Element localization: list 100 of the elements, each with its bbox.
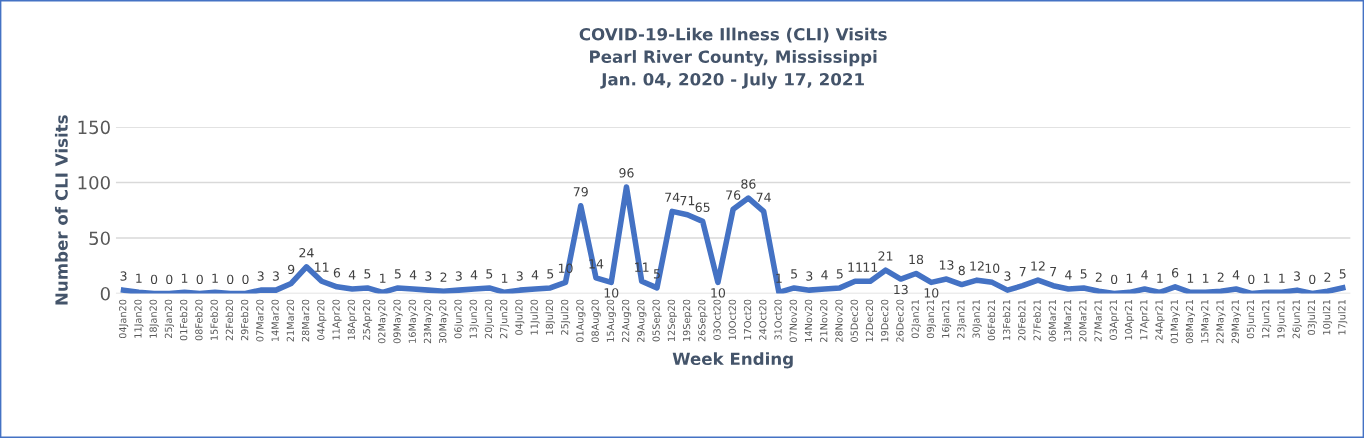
data-label: 7 [1050, 267, 1057, 277]
x-tick-label: 25Jan20 [164, 299, 174, 339]
x-tick-label: 02Jan21 [911, 299, 921, 339]
data-label: 18 [909, 254, 924, 265]
data-label: 4 [1065, 270, 1072, 280]
x-tick-label: 12Jun21 [1262, 299, 1272, 338]
data-label: 3 [257, 271, 264, 281]
x-tick-label: 07Mar20 [256, 299, 264, 342]
x-tick-label: 23May20 [423, 299, 434, 344]
data-label: 74 [665, 192, 680, 202]
x-tick-label: 04Apr20 [317, 299, 327, 340]
x-tick-label: 08Aug20 [591, 299, 601, 343]
x-tick-label: 30May20 [439, 299, 449, 344]
data-label: 4 [531, 270, 539, 280]
data-label: 3 [1294, 271, 1300, 281]
x-tick-label: 25Apr20 [362, 299, 373, 340]
data-label: 1 [1126, 273, 1133, 283]
x-tick-label: 11Jul20 [530, 299, 540, 335]
data-label: 11 [848, 262, 862, 272]
x-tick-label: 09Jan21 [926, 299, 936, 339]
data-label: 4 [1141, 270, 1148, 280]
data-label: 4 [821, 270, 828, 280]
x-tick-label: 06Feb21 [987, 299, 996, 341]
x-tick-label: 15May21 [1201, 299, 1211, 343]
data-label: 12 [970, 261, 984, 271]
x-tick-label: 19Dec20 [881, 299, 889, 342]
x-tick-label: 14Nov20 [804, 299, 813, 342]
y-axis-title: Number of CLI Visits [54, 115, 68, 305]
data-label: 3 [425, 271, 432, 281]
x-tick-label: 15Aug20 [606, 299, 616, 342]
data-label: 96 [619, 168, 634, 178]
data-label: 4 [470, 270, 478, 280]
x-tick-label: 17Jul21 [1338, 299, 1348, 335]
data-label: 8 [958, 265, 965, 276]
x-tick-label: 04Jan20 [119, 299, 129, 339]
x-tick-label: 13Jun20 [469, 299, 479, 338]
data-label: 3 [455, 271, 462, 281]
x-tick-label: 04Jul20 [515, 299, 525, 335]
x-tick-label: 28Mar20 [301, 299, 310, 342]
data-label: 2 [1324, 272, 1331, 282]
data-label: 10 [711, 288, 726, 298]
x-tick-label: 02May20 [378, 299, 388, 344]
x-tick-label: 12Dec20 [865, 299, 874, 342]
data-label: 3 [516, 271, 523, 281]
data-label: 12 [1031, 261, 1045, 271]
x-tick-label: 29Aug20 [637, 299, 647, 343]
data-label: 5 [1080, 269, 1087, 279]
x-tick-label: 18Jan20 [149, 299, 159, 338]
x-tick-label: 20Jun20 [484, 299, 494, 339]
data-label: 4 [348, 270, 356, 280]
x-tick-label: 31Oct20 [774, 299, 782, 340]
data-label: 3 [1004, 271, 1011, 281]
data-label: 1 [136, 273, 142, 283]
data-label: 5 [547, 269, 554, 279]
data-label: 6 [333, 267, 341, 278]
x-tick-label: 21Nov20 [820, 299, 828, 343]
data-label: 1 [1279, 273, 1285, 283]
data-label: 1 [212, 273, 218, 283]
data-label: 1 [380, 273, 386, 283]
data-label: 1 [501, 273, 508, 283]
x-tick-label: 09May20 [393, 299, 403, 344]
data-label: 4 [1232, 270, 1240, 280]
data-label: 6 [1172, 267, 1179, 278]
data-label: 10 [604, 288, 619, 298]
x-tick-label: 01Feb20 [179, 299, 188, 341]
x-tick-label: 16May20 [408, 299, 418, 343]
data-label: 5 [394, 269, 401, 279]
x-tick-label: 20Mar21 [1079, 299, 1087, 342]
x-tick-label: 19Jun21 [1277, 299, 1287, 338]
x-tick-label: 11Apr20 [332, 299, 342, 340]
x-tick-label: 24Apr21 [1155, 299, 1165, 340]
data-label: 13 [894, 284, 908, 295]
x-tick-label: 29Feb20 [240, 299, 249, 341]
data-label: 79 [573, 186, 588, 197]
data-label: 24 [299, 248, 314, 258]
y-tick-label: 100 [78, 175, 110, 190]
x-tick-label: 18Jul20 [545, 299, 555, 335]
x-tick-label: 21Mar20 [286, 299, 295, 342]
x-tick-label: 08Feb20 [195, 299, 203, 341]
x-tick-label: 03Jul21 [1307, 299, 1317, 335]
x-tick-label: 30Jan21 [972, 299, 982, 338]
x-tick-label: 06Mar21 [1048, 299, 1057, 342]
x-tick-label: 17Oct20 [743, 299, 752, 340]
x-tick-label: 16Jan21 [941, 299, 952, 338]
data-label: 1 [1157, 273, 1163, 283]
x-tick-label: 10Oct20 [728, 299, 736, 340]
x-tick-label: 13Feb21 [1002, 299, 1011, 340]
x-tick-label: 08May21 [1185, 299, 1196, 344]
data-label: 3 [806, 271, 813, 281]
x-tick-label: 26Jun21 [1292, 299, 1302, 339]
x-tick-label: 24Oct20 [759, 299, 767, 340]
x-tick-label: 17Apr21 [1140, 299, 1150, 340]
chart-title: COVID-19-Like Illness (CLI) Visits Pearl River County, Mississippi Jan. 04, 2020 - July 17, 2021 [579, 27, 887, 89]
data-label: 5 [1339, 269, 1346, 279]
x-tick-label: 22Aug20 [621, 299, 632, 343]
data-label: 1 [1187, 273, 1194, 283]
x-tick-label: 22May21 [1216, 299, 1226, 344]
x-tick-label: 11Jan20 [134, 299, 144, 338]
data-label: 10 [985, 263, 1000, 273]
data-label: 10 [924, 288, 939, 298]
